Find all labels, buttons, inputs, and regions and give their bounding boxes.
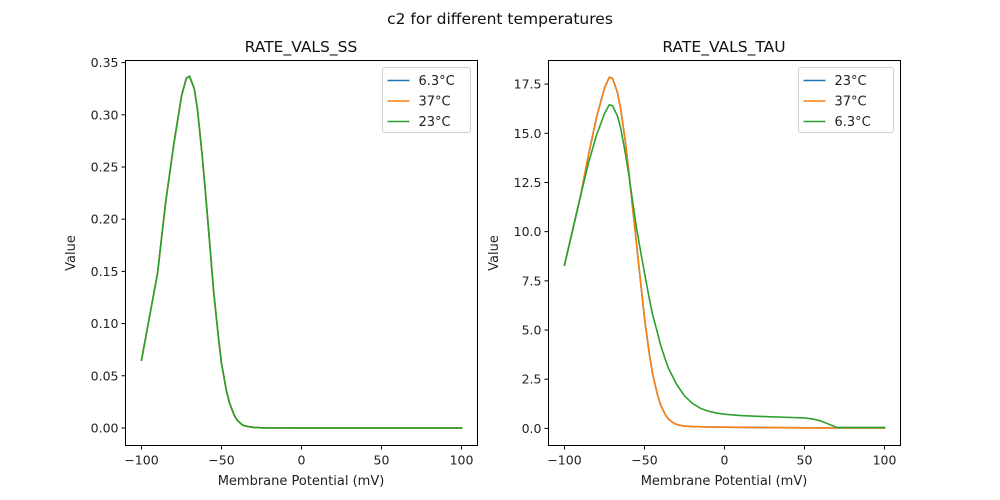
y-tick-label: 0.05: [91, 368, 119, 383]
x-axis-label: Membrane Potential (mV): [641, 474, 808, 489]
y-tick-label: 12.5: [514, 175, 542, 190]
y-tick-label: 15.0: [514, 126, 542, 141]
legend-label: 6.3°C: [835, 115, 871, 130]
y-ticks: 0.00 0.05 0.10 0.15 0.20 0.25 0.30 0.35: [91, 55, 126, 435]
x-ticks: −100 −50 0 50 100: [124, 445, 474, 468]
y-tick-label: 17.5: [514, 77, 542, 92]
x-tick-label: 100: [450, 453, 474, 468]
y-tick-label: 0.00: [91, 420, 119, 435]
x-tick-label: 0: [298, 453, 306, 468]
series-line-2: [140, 75, 463, 429]
y-tick-label: 0.0: [522, 421, 542, 436]
y-tick-label: 0.30: [91, 107, 119, 122]
series-line-1: [563, 76, 886, 429]
y-tick-label: 7.5: [522, 273, 542, 288]
axes-title: RATE_VALS_SS: [245, 38, 358, 57]
y-tick-label: 2.5: [522, 372, 542, 387]
legend-box: [798, 67, 894, 133]
y-axis-label: Value: [487, 235, 502, 271]
x-tick-label: −100: [124, 453, 158, 468]
axes-rate-vals-tau: RATE_VALS_TAU −100 −50 0 50 100 0.0 2.5 5.0 7.5…: [487, 38, 901, 489]
x-ticks: −100 −50 0 50 100: [547, 445, 897, 468]
legend-label: 6.3°C: [419, 74, 455, 89]
x-tick-label: 50: [374, 453, 390, 468]
plot-lines: [140, 75, 463, 429]
x-axis-label: Membrane Potential (mV): [218, 474, 385, 489]
legend-label: 23°C: [835, 74, 867, 89]
y-ticks: 0.0 2.5 5.0 7.5 10.0 12.5 15.0 17.5: [514, 77, 549, 436]
legend-label: 23°C: [419, 115, 451, 130]
x-tick-label: −100: [547, 453, 581, 468]
y-tick-label: 0.35: [91, 55, 119, 70]
legend: 23°C 37°C 6.3°C: [798, 67, 894, 133]
legend-label: 37°C: [835, 95, 867, 110]
legend-box: [382, 67, 471, 133]
y-axis-label: Value: [64, 235, 79, 271]
x-tick-label: −50: [208, 453, 234, 468]
x-tick-label: −50: [631, 453, 657, 468]
y-tick-label: 0.10: [91, 316, 119, 331]
series-line-2: [563, 103, 886, 429]
y-tick-label: 0.20: [91, 212, 119, 227]
axes-title: RATE_VALS_TAU: [662, 38, 785, 57]
x-tick-label: 0: [721, 453, 729, 468]
legend-label: 37°C: [419, 95, 451, 110]
x-tick-label: 50: [797, 453, 813, 468]
figure-suptitle: c2 for different temperatures: [387, 10, 613, 28]
plot-lines: [563, 76, 886, 429]
axes-rate-vals-ss: RATE_VALS_SS −100 −50 0 50 100 0.000.050.100…: [64, 38, 478, 489]
x-tick-label: 100: [873, 453, 897, 468]
y-tick-label: 5.0: [522, 323, 542, 338]
y-tick-label: 10.0: [514, 224, 542, 239]
y-tick-label: 0.15: [91, 264, 119, 279]
legend: 6.3°C 37°C 23°C: [382, 67, 471, 133]
y-tick-label: 0.25: [91, 159, 119, 174]
